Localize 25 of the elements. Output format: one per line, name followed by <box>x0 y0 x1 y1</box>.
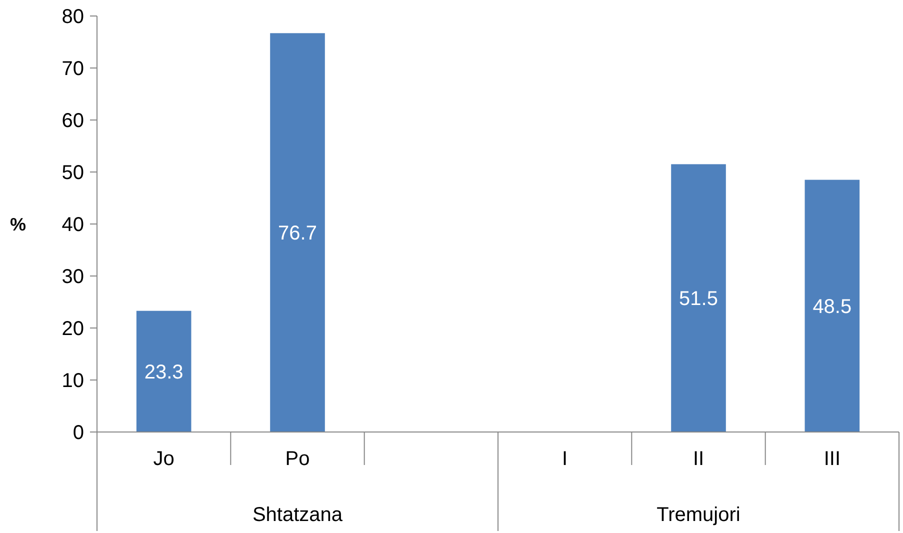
data-label: 51.5 <box>679 288 718 310</box>
y-tick-label: 70 <box>62 58 84 80</box>
x-tick-label: I <box>562 448 568 470</box>
y-tick-label: 40 <box>62 214 84 236</box>
bar <box>804 180 860 432</box>
x-tick-label: Jo <box>153 448 174 470</box>
y-tick-label: 50 <box>62 162 84 184</box>
y-tick-label: 10 <box>62 370 84 392</box>
y-axis-title: % <box>10 214 26 234</box>
bar <box>136 310 192 432</box>
bar <box>671 164 726 432</box>
y-tick-label: 60 <box>62 110 84 132</box>
y-tick-label: 20 <box>62 318 84 340</box>
data-label: 23.3 <box>144 361 184 384</box>
data-label: 76.7 <box>278 222 317 245</box>
y-tick-label: 30 <box>62 266 84 288</box>
x-tick-label: II <box>692 448 704 470</box>
y-tick-label: 0 <box>72 422 84 444</box>
text: Shtatzana <box>252 504 344 526</box>
bar <box>270 33 325 432</box>
x-tick-label: Po <box>285 448 310 470</box>
text: Tremujori <box>656 504 740 526</box>
y-tick-label: 80 <box>62 6 84 28</box>
data-label: 48.5 <box>812 296 852 318</box>
x-tick-label: III <box>824 448 841 470</box>
